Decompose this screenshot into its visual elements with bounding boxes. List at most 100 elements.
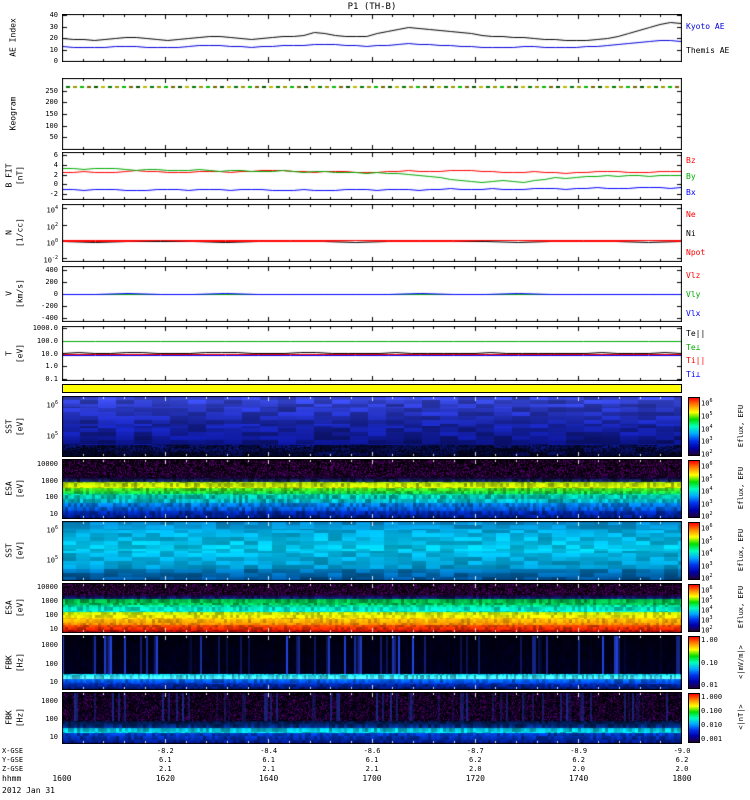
density-plot-canvas bbox=[62, 204, 682, 262]
bfit-ytick-0: 6 bbox=[53, 151, 58, 159]
esa_elec-spectrogram-canvas bbox=[62, 583, 682, 633]
bfit-ytick-2: 2 bbox=[53, 171, 58, 179]
temperature-legend-ti: Ti|| bbox=[686, 356, 706, 366]
esa_elec-colorbar-tick-2: 104 bbox=[701, 605, 713, 615]
sst_elec-ytick-1: 105 bbox=[46, 555, 58, 565]
esa_ion-spectrogram-canvas bbox=[62, 459, 682, 519]
velocity-legend-vly: Vly bbox=[686, 290, 701, 299]
data-quality-flag-bar bbox=[62, 384, 682, 393]
esa_ion-ytick-2: 100 bbox=[45, 493, 58, 502]
fbk_b-spectrogram-canvas bbox=[62, 692, 682, 744]
fbk_b-colorbar-tick-2: 0.010 bbox=[701, 721, 723, 729]
temperature-ytick-4: 0.1 bbox=[45, 375, 58, 383]
ae-plot-canvas bbox=[62, 14, 682, 62]
esa_ion-colorbar-tick-0: 106 bbox=[701, 461, 713, 471]
velocity-ytick-1: 200 bbox=[45, 278, 58, 286]
esa_elec-ytick-2: 100 bbox=[45, 611, 58, 619]
axis-row-value: 6.1 bbox=[159, 756, 172, 764]
fbk_b-colorbar-tick-3: 0.001 bbox=[701, 735, 723, 743]
fbk_b-colorbar-tick-1: 0.100 bbox=[701, 707, 723, 715]
density-legend-npot: Npot bbox=[686, 248, 706, 258]
axis-row-value: -8.2 bbox=[156, 747, 174, 755]
density-legend-ni: Ni bbox=[686, 229, 696, 238]
ae-ytick-2: 20 bbox=[49, 34, 58, 42]
bfit-legend-bz: Bz bbox=[686, 156, 696, 165]
fbk_b-colorbar-label: <|nT|> bbox=[737, 704, 745, 730]
density-ytick-3: 10-2 bbox=[43, 255, 59, 265]
axis-row-value: 6.2 bbox=[469, 756, 482, 764]
ae-legend-kyotoae: Kyoto AE bbox=[686, 22, 725, 31]
sst_ion-colorbar-tick-1: 105 bbox=[701, 410, 713, 421]
fbk_e-colorbar-tick-0: 1.00 bbox=[701, 636, 718, 644]
time-tick-1620: 1620 bbox=[155, 774, 175, 783]
temperature-ytick-3: 1.0 bbox=[45, 362, 58, 370]
plot-title: P1 (TH-B) bbox=[347, 2, 397, 12]
axis-row-value: -8.4 bbox=[260, 747, 278, 755]
esa_elec-colorbar-tick-1: 105 bbox=[701, 595, 713, 605]
velocity-legend-vlx: Vlx bbox=[686, 308, 701, 318]
fbk_e-ytick-0: 1000 bbox=[41, 640, 58, 649]
time-tick-1720: 1720 bbox=[465, 774, 485, 783]
axis-row-label-x-gse: X-GSE bbox=[2, 747, 24, 755]
esa_ion-colorbar-tick-4: 102 bbox=[701, 511, 713, 521]
fbk_e-colorbar-tick-2: 0.01 bbox=[701, 681, 718, 689]
esa_elec-colorbar-tick-4: 102 bbox=[701, 625, 713, 635]
ae-ytick-0: 40 bbox=[49, 11, 58, 19]
fbk_b-colorbar bbox=[688, 693, 700, 743]
sst_ion-colorbar-tick-4: 102 bbox=[701, 449, 713, 459]
axis-row-value: 2.1 bbox=[262, 765, 275, 773]
sst_ion-colorbar-tick-2: 104 bbox=[701, 423, 713, 433]
esa_elec-ytick-0: 10000 bbox=[36, 583, 58, 591]
ae-ytick-1: 30 bbox=[49, 23, 58, 31]
esa_ion-ytick-3: 10 bbox=[49, 510, 58, 519]
bfit-legend-bx: Bx bbox=[686, 188, 696, 197]
velocity-ytick-2: 0 bbox=[53, 290, 58, 298]
time-tick-1740: 1740 bbox=[569, 774, 589, 783]
date-label: 2012 Jan 31 bbox=[2, 786, 55, 795]
sst_ion-ytick-0: 106 bbox=[46, 400, 58, 410]
keogram-plot-canvas bbox=[62, 78, 682, 150]
ae-legend-themisae: Themis AE bbox=[686, 46, 730, 55]
fbk_b-ytick-2: 10 bbox=[49, 732, 58, 741]
velocity-legend-vlz: Vlz bbox=[686, 271, 701, 281]
temperature-legend-ti: Ti⊥ bbox=[686, 370, 701, 380]
axis-row-value: 2.1 bbox=[365, 765, 379, 773]
esa_ion-colorbar bbox=[688, 460, 700, 518]
fbk_b-colorbar-tick-0: 1.000 bbox=[701, 693, 723, 701]
time-tick-1600: 1600 bbox=[52, 774, 72, 783]
axis-row-value: 6.2 bbox=[675, 756, 689, 764]
sst_elec-colorbar-tick-0: 106 bbox=[701, 523, 713, 533]
density-legend-ne: Ne bbox=[686, 209, 696, 219]
time-axis-label: hhmm bbox=[2, 774, 22, 783]
fbk_b-ytick-0: 1000 bbox=[41, 697, 58, 706]
axis-row-value: 2.1 bbox=[159, 765, 172, 773]
velocity-ytick-0: 400 bbox=[45, 266, 58, 274]
keogram-ytick-4: 50 bbox=[49, 133, 58, 141]
axis-row-value: -8.6 bbox=[363, 747, 381, 755]
axis-row-value: 6.1 bbox=[262, 756, 275, 764]
temperature-ytick-0: 1000.0 bbox=[32, 324, 58, 332]
velocity-ytick-4: -400 bbox=[41, 314, 58, 322]
bfit-ytick-3: 0 bbox=[53, 180, 58, 188]
density-ytick-0: 104 bbox=[46, 205, 58, 215]
ae-ytick-3: 10 bbox=[49, 46, 58, 54]
bfit-ytick-4: -2 bbox=[49, 190, 58, 198]
temperature-ytick-2: 10.0 bbox=[41, 350, 58, 358]
esa_ion-colorbar-tick-3: 103 bbox=[701, 498, 713, 508]
bfit-legend-by: By bbox=[686, 172, 696, 181]
ae-ytick-4: 0 bbox=[53, 57, 58, 65]
sst_elec-colorbar-tick-3: 103 bbox=[701, 560, 713, 570]
time-tick-1800: 1800 bbox=[672, 774, 692, 783]
esa_elec-colorbar-tick-3: 103 bbox=[701, 615, 713, 625]
density-ytick-1: 102 bbox=[46, 222, 58, 232]
axis-row-label-y-gse: Y-GSE bbox=[2, 756, 24, 764]
time-tick-1700: 1700 bbox=[362, 774, 382, 783]
esa_elec-colorbar bbox=[688, 584, 700, 632]
axis-row-value: -8.9 bbox=[570, 747, 588, 755]
fbk_e-colorbar-tick-1: 0.10 bbox=[701, 658, 718, 667]
axis-row-label-z-gse: Z-GSE bbox=[2, 765, 24, 773]
axis-row-value: -9.0 bbox=[673, 747, 691, 755]
esa_ion-colorbar-tick-1: 105 bbox=[701, 473, 713, 483]
sst_ion-colorbar-tick-3: 103 bbox=[701, 436, 713, 446]
sst_ion-colorbar-tick-0: 106 bbox=[701, 398, 713, 408]
